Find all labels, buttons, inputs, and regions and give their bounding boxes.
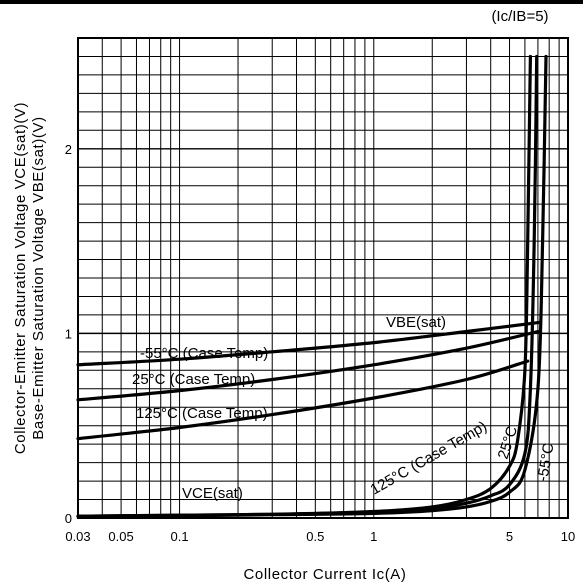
tick-labels: 0.03 0.05 0.1 0.5 1 5 10 0 1 2	[65, 142, 575, 544]
annotation-vbe-sat: VBE(sat)	[386, 314, 446, 331]
x-tick-label: 1	[370, 529, 377, 544]
top-border	[0, 0, 583, 4]
series-line-vbe-m55c	[76, 320, 542, 367]
annotation-vbe-25: 25°C (Case Temp)	[132, 371, 255, 388]
annotation-vce-sat: VCE(sat)	[182, 485, 243, 502]
x-axis-label: Collector Current Ic(A)	[243, 566, 406, 583]
x-tick-label: 10	[561, 529, 575, 544]
x-tick-label: 0.5	[306, 529, 324, 544]
series-group	[76, 54, 548, 518]
series-line-vbe-25c	[76, 329, 540, 402]
x-tick-label: 0.05	[108, 529, 133, 544]
series-line-vce-25c	[76, 54, 539, 518]
x-tick-label: 0.1	[171, 529, 189, 544]
grid	[78, 38, 568, 518]
annotation-vce-125: 125°C (Case Temp)	[368, 418, 490, 499]
annotation-vbe-m55: -55°C (Case Temp)	[140, 345, 268, 362]
x-tick-label: 5	[506, 529, 513, 544]
series-line-vbe-125c	[76, 359, 530, 441]
y-axis-label-line2: Base-Emitter Saturation Voltage VBE(sat)…	[30, 116, 47, 439]
y-tick-label: 0	[65, 511, 72, 526]
plot-frame	[77, 37, 569, 519]
x-tick-label: 0.03	[65, 529, 90, 544]
y-axis-label-line1: Collector-Emitter Saturation Voltage VCE…	[12, 102, 29, 454]
y-tick-label: 2	[65, 142, 72, 157]
annotation-vce-m55: -55°C	[534, 442, 557, 483]
condition-label: (Ic/IB=5)	[491, 8, 548, 25]
series-line-vce-m55c	[76, 54, 548, 518]
y-tick-label: 1	[65, 326, 72, 341]
annotation-vbe-125: 125°C (Case Temp)	[136, 405, 268, 422]
